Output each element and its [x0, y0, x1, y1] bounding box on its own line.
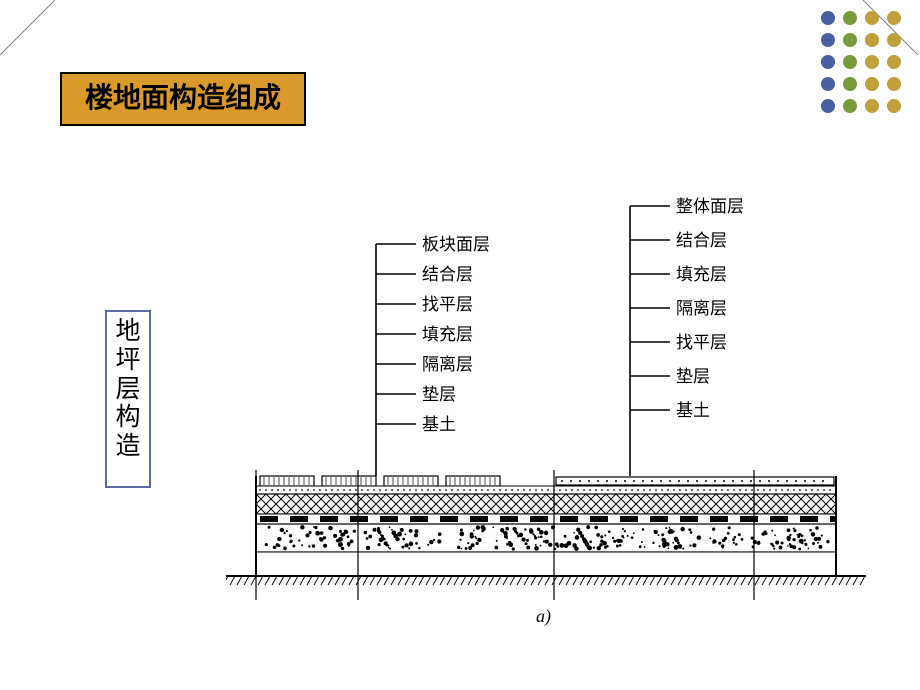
svg-text:结合层: 结合层: [422, 265, 473, 284]
svg-text:基土: 基土: [422, 415, 456, 434]
svg-text:a): a): [536, 606, 551, 627]
svg-text:隔离层: 隔离层: [422, 355, 473, 374]
slide-title-text: 楼地面构造组成: [85, 83, 281, 114]
floor-section-diagram: 板块面层结合层找平层填充层隔离层垫层基土整体面层结合层填充层隔离层找平层垫层基土…: [226, 190, 866, 640]
subtitle-char: 层: [107, 376, 149, 405]
section-layers: [226, 474, 866, 578]
svg-text:整体面层: 整体面层: [676, 197, 744, 216]
subtitle-char: 造: [107, 433, 149, 462]
svg-text:隔离层: 隔离层: [676, 299, 727, 318]
subtitle-char: 地: [107, 318, 149, 347]
svg-text:基土: 基土: [676, 401, 710, 420]
slide-title: 楼地面构造组成: [60, 72, 306, 126]
svg-text:找平层: 找平层: [676, 333, 727, 352]
subtitle-char: 坪: [107, 347, 149, 376]
svg-text:板块面层: 板块面层: [422, 235, 490, 254]
svg-text:垫层: 垫层: [422, 385, 456, 404]
svg-text:找平层: 找平层: [422, 295, 473, 314]
subtitle-char: 构: [107, 404, 149, 433]
svg-text:填充层: 填充层: [676, 265, 727, 284]
subtitle-vertical: 地坪层构造: [105, 310, 151, 488]
decoration-dots: [816, 6, 920, 136]
svg-text:垫层: 垫层: [676, 367, 710, 386]
svg-text:结合层: 结合层: [676, 231, 727, 250]
svg-text:填充层: 填充层: [422, 325, 473, 344]
